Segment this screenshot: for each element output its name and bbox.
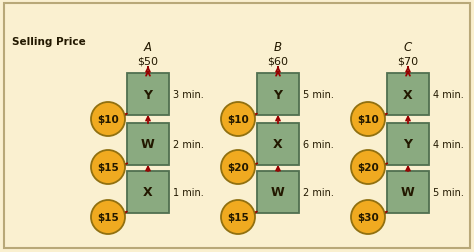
Text: $30: $30: [357, 212, 379, 222]
Text: $20: $20: [357, 162, 379, 172]
FancyBboxPatch shape: [127, 74, 169, 115]
Text: 3 min.: 3 min.: [173, 90, 204, 100]
Text: 5 min.: 5 min.: [433, 187, 464, 197]
FancyBboxPatch shape: [127, 171, 169, 213]
Text: Selling Price: Selling Price: [12, 37, 86, 47]
Text: Y: Y: [273, 88, 283, 101]
FancyBboxPatch shape: [4, 4, 470, 248]
Text: W: W: [141, 138, 155, 151]
FancyBboxPatch shape: [257, 74, 299, 115]
Text: 6 min.: 6 min.: [303, 139, 334, 149]
Text: $10: $10: [97, 115, 119, 124]
Text: $15: $15: [227, 212, 249, 222]
Text: $15: $15: [97, 212, 119, 222]
FancyBboxPatch shape: [387, 74, 429, 115]
Text: W: W: [401, 186, 415, 199]
Circle shape: [221, 103, 255, 137]
Text: X: X: [273, 138, 283, 151]
Circle shape: [351, 103, 385, 137]
Text: 4 min.: 4 min.: [433, 90, 464, 100]
Circle shape: [351, 200, 385, 234]
Text: $15: $15: [97, 162, 119, 172]
Circle shape: [91, 200, 125, 234]
Text: 5 min.: 5 min.: [303, 90, 334, 100]
Text: Y: Y: [403, 138, 412, 151]
Text: $70: $70: [397, 56, 419, 66]
FancyBboxPatch shape: [387, 123, 429, 165]
FancyBboxPatch shape: [257, 123, 299, 165]
Circle shape: [91, 103, 125, 137]
Text: 2 min.: 2 min.: [173, 139, 204, 149]
Text: X: X: [143, 186, 153, 199]
Circle shape: [221, 150, 255, 184]
FancyBboxPatch shape: [257, 171, 299, 213]
Text: C: C: [404, 40, 412, 53]
FancyBboxPatch shape: [387, 171, 429, 213]
Circle shape: [91, 150, 125, 184]
Text: $60: $60: [267, 56, 289, 66]
FancyBboxPatch shape: [127, 123, 169, 165]
Circle shape: [351, 150, 385, 184]
Text: B: B: [274, 40, 282, 53]
Text: X: X: [403, 88, 413, 101]
Text: Y: Y: [144, 88, 153, 101]
Text: $50: $50: [137, 56, 158, 66]
Text: 4 min.: 4 min.: [433, 139, 464, 149]
Text: W: W: [271, 186, 285, 199]
Text: $20: $20: [227, 162, 249, 172]
Text: 1 min.: 1 min.: [173, 187, 204, 197]
Text: 2 min.: 2 min.: [303, 187, 334, 197]
Text: A: A: [144, 40, 152, 53]
Text: $10: $10: [357, 115, 379, 124]
Circle shape: [221, 200, 255, 234]
Text: $10: $10: [227, 115, 249, 124]
